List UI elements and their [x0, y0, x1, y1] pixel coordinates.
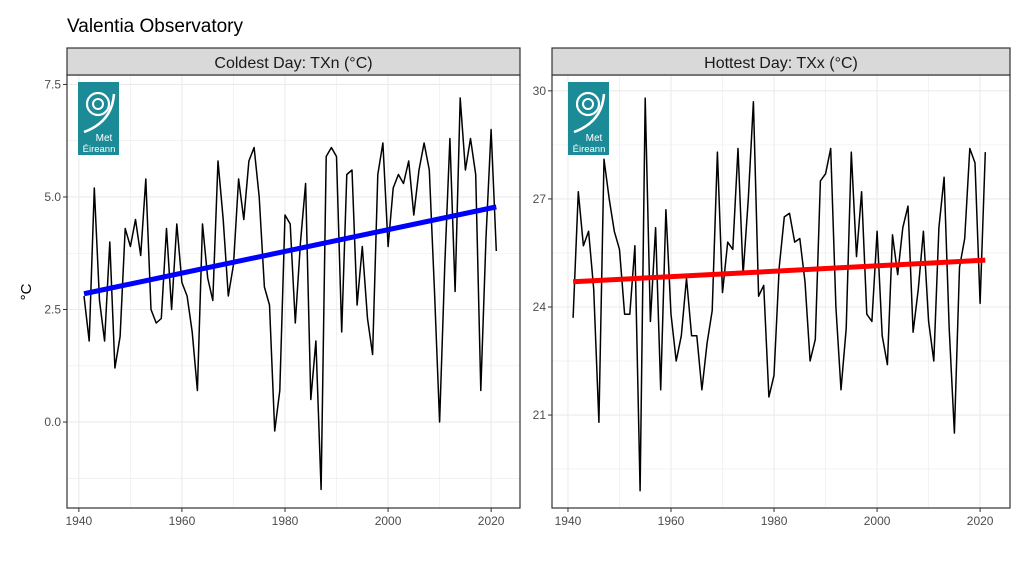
- logo-background: [568, 82, 609, 155]
- logo-text: Éireann: [83, 144, 116, 155]
- x-tick-label: 1960: [658, 514, 685, 528]
- logo-text: Éireann: [573, 144, 606, 155]
- y-tick-label: 5.0: [44, 190, 61, 204]
- x-tick-label: 2000: [375, 514, 402, 528]
- y-axis-label: °C: [18, 283, 35, 300]
- logo-swirl-icon: [582, 98, 594, 110]
- x-tick-label: 1940: [555, 514, 582, 528]
- x-tick-label: 1980: [761, 514, 788, 528]
- x-tick-label: 1940: [66, 514, 93, 528]
- logo-text: Met: [96, 133, 113, 144]
- trend-line: [572, 257, 986, 285]
- trend-line: [83, 204, 497, 297]
- logo-swirl-icon: [85, 91, 111, 117]
- y-tick-label: 2.5: [44, 303, 61, 317]
- y-tick-label: 7.5: [44, 77, 61, 91]
- data-series-line: [572, 97, 987, 492]
- facet-title: Hottest Day: TXx (°C): [704, 55, 858, 72]
- y-tick-label: 30: [533, 84, 547, 98]
- logo-swirl-tail-icon: [573, 93, 606, 134]
- figure-title: Valentia Observatory: [67, 16, 244, 37]
- x-tick-label: 2000: [864, 514, 891, 528]
- y-tick-label: 21: [533, 408, 547, 422]
- y-tick-label: 0.0: [44, 415, 61, 429]
- logo-text: Met: [586, 133, 603, 144]
- x-tick-label: 1960: [169, 514, 196, 528]
- data-series-line: [83, 97, 498, 491]
- facet-strip: [66, 47, 521, 76]
- y-tick-label: 27: [533, 192, 547, 206]
- facet-title: Coldest Day: TXn (°C): [214, 55, 372, 72]
- logo-background: [78, 82, 119, 155]
- plot-background: [552, 75, 1010, 508]
- logo-swirl-tail-icon: [83, 93, 116, 134]
- x-tick-label: 1980: [272, 514, 299, 528]
- logo-swirl-icon: [92, 98, 104, 110]
- logo-swirl-icon: [575, 91, 601, 117]
- facet-strip: [551, 47, 1011, 76]
- x-tick-label: 2020: [478, 514, 505, 528]
- y-tick-label: 24: [533, 300, 547, 314]
- x-tick-label: 2020: [967, 514, 994, 528]
